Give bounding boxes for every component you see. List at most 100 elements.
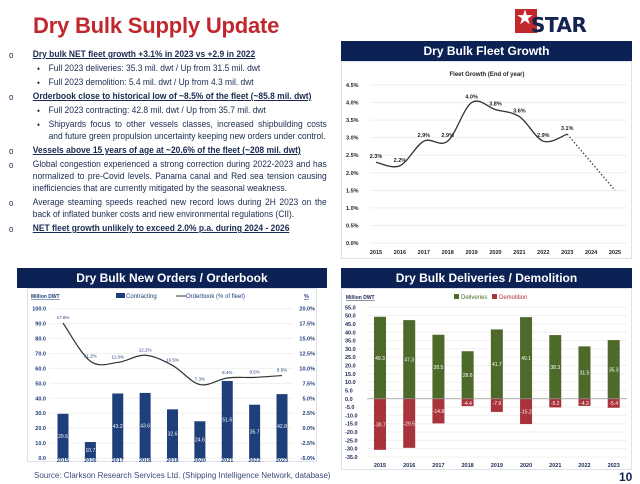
y2-tick-label: 17.5%: [299, 322, 315, 328]
x-tick-label: 2018: [139, 458, 151, 463]
x-tick-label: 2020: [194, 458, 206, 463]
y-tick-label: 20.0: [35, 426, 46, 432]
contracting-bar: [249, 404, 261, 458]
y-tick-label: 4.0%: [346, 101, 359, 107]
contracting-bar: [167, 409, 178, 458]
y-tick-label: 45.0: [345, 322, 356, 328]
bar-label: 49.1: [521, 356, 531, 362]
bullet-marker: o: [9, 198, 14, 208]
x-tick-label: 2018: [442, 250, 454, 256]
y-tick-label: 15.0: [345, 372, 356, 378]
y-tick-label: 50.0: [35, 381, 46, 387]
page-title: Dry Bulk Supply Update: [33, 13, 280, 38]
y2-axis-label: %: [304, 294, 309, 300]
bar-label: 38.5: [434, 365, 444, 371]
data-label: 4.0%: [465, 95, 478, 101]
y-tick-label: 60.0: [35, 366, 46, 372]
bullet-marker: o: [9, 160, 14, 170]
y-tick-label: 0.5%: [346, 223, 359, 229]
bullet-item: • Full 2023 deliveries: 35.3 mil. dwt / U…: [9, 63, 327, 75]
bar-label: 35.3: [609, 367, 619, 373]
y-tick-label: 40.0: [35, 396, 46, 402]
new-orders-header: Dry Bulk New Orders / Orderbook: [17, 268, 327, 288]
y-tick-label: 55.0: [345, 305, 356, 311]
demolition-bar: [374, 398, 386, 450]
bullet-item: o Vessels above 15 years of age at ~20.6%…: [9, 145, 327, 157]
x-tick-label: 2019: [166, 458, 178, 463]
data-label: 2.9%: [537, 133, 550, 139]
y-tick-label: 90.0: [35, 322, 46, 328]
data-label: 2.9%: [441, 133, 454, 139]
data-label: 17.6%: [57, 315, 70, 320]
demolition-bar: [432, 398, 445, 424]
contracting-bar: [139, 392, 151, 458]
page-number: 10: [619, 470, 633, 484]
bullet-item: o NET fleet growth unlikely to exceed 2.0…: [9, 223, 327, 235]
bullet-marker: •: [37, 64, 40, 74]
bullet-item: o Global congestion experienced a strong …: [9, 159, 327, 195]
data-label: 2.9%: [418, 133, 431, 139]
y-tick-label: 1.5%: [346, 188, 359, 194]
data-label: 12.2%: [139, 347, 152, 352]
x-tick-label: 2022: [249, 458, 261, 463]
y-tick-label: 10.0: [35, 441, 46, 447]
y2-tick-label: -2.5%: [301, 441, 315, 447]
data-label: 8.4%: [222, 370, 232, 375]
bullet-item: • Full 2023 contracting: 42.8 mil. dwt / …: [9, 105, 327, 117]
y-tick-label: 2.0%: [346, 171, 359, 177]
y-tick-label: 80.0: [35, 337, 46, 343]
y-tick-label: 25.0: [345, 355, 356, 361]
bar-label: 31.5: [580, 371, 590, 377]
y2-tick-label: 2.5%: [302, 411, 315, 417]
x-tick-label: 2018: [462, 463, 474, 469]
bullet-item: o Average steaming speeds reached new rec…: [9, 197, 327, 221]
y2-tick-label: 7.5%: [302, 381, 315, 387]
y-tick-label: -30.0: [345, 447, 358, 453]
star-icon: ★: [516, 7, 534, 29]
y2-tick-label: 15.0%: [299, 337, 315, 343]
y2-tick-label: 0.0%: [302, 426, 315, 432]
contracting-bar: [221, 380, 233, 458]
bullet-text: Shipyards focus to other vessels classes…: [48, 119, 327, 142]
bar-label: 24.6: [195, 438, 205, 444]
source-note: Source: Clarkson Research Services Ltd. …: [34, 471, 331, 480]
data-label: 11.0%: [112, 354, 124, 359]
x-tick-label: 2023: [608, 463, 620, 469]
y-tick-label: -5.0: [345, 405, 354, 411]
orderbook-line: [62, 322, 283, 386]
fleet-growth-header: Dry Bulk Fleet Growth: [341, 41, 632, 61]
y2-tick-label: 10.0%: [299, 366, 315, 372]
x-tick-label: 2016: [403, 463, 415, 469]
bar-label: 49.3: [375, 356, 385, 362]
bullet-marker: o: [9, 92, 14, 102]
demolition-bar: [578, 398, 591, 406]
x-tick-label: 2019: [491, 463, 503, 469]
x-tick-label: 2022: [537, 250, 549, 256]
deliveries-bar: [520, 317, 533, 399]
fleet-growth-chart: Fleet Growth (End of year) 0.0% 0.5% 1.0% 1.…: [341, 61, 632, 259]
data-label: 7.3%: [195, 377, 205, 382]
x-tick-label: 2015: [374, 463, 386, 469]
bullet-text: Average steaming speeds reached new reco…: [32, 197, 327, 220]
bar-label: -5.4: [609, 401, 618, 407]
new-orders-chart: Million DWT% Contracting Orderbook (% of f…: [27, 288, 317, 464]
legend-swatch: [454, 294, 459, 299]
bullet-text: Full 2023 contracting: 42.8 mil. dwt / U…: [48, 105, 266, 116]
y2-tick-label: 12.5%: [299, 351, 315, 357]
deliveries-header: Dry Bulk Deliveries / Demolition: [341, 268, 632, 288]
bar-label: -4.3: [580, 401, 589, 407]
bullet-text: Full 2023 deliveries: 35.3 mil. dwt / Up…: [48, 63, 261, 74]
legend-label: Contracting: [126, 294, 157, 300]
data-label: 8.8%: [277, 368, 287, 373]
bar-label: 43.6: [140, 423, 150, 429]
y-tick-label: 70.0: [35, 351, 46, 357]
data-label: 2.2%: [394, 158, 407, 164]
x-tick-label: 2016: [394, 250, 406, 256]
bar-label: 51.6: [222, 417, 232, 423]
x-tick-label: 2023: [561, 250, 573, 256]
y-tick-label: 5.0: [345, 388, 353, 394]
bar-label: 32.6: [168, 432, 178, 438]
contracting-bar: [194, 421, 206, 458]
bullet-marker: •: [37, 106, 40, 116]
x-tick-label: 2019: [465, 250, 477, 256]
